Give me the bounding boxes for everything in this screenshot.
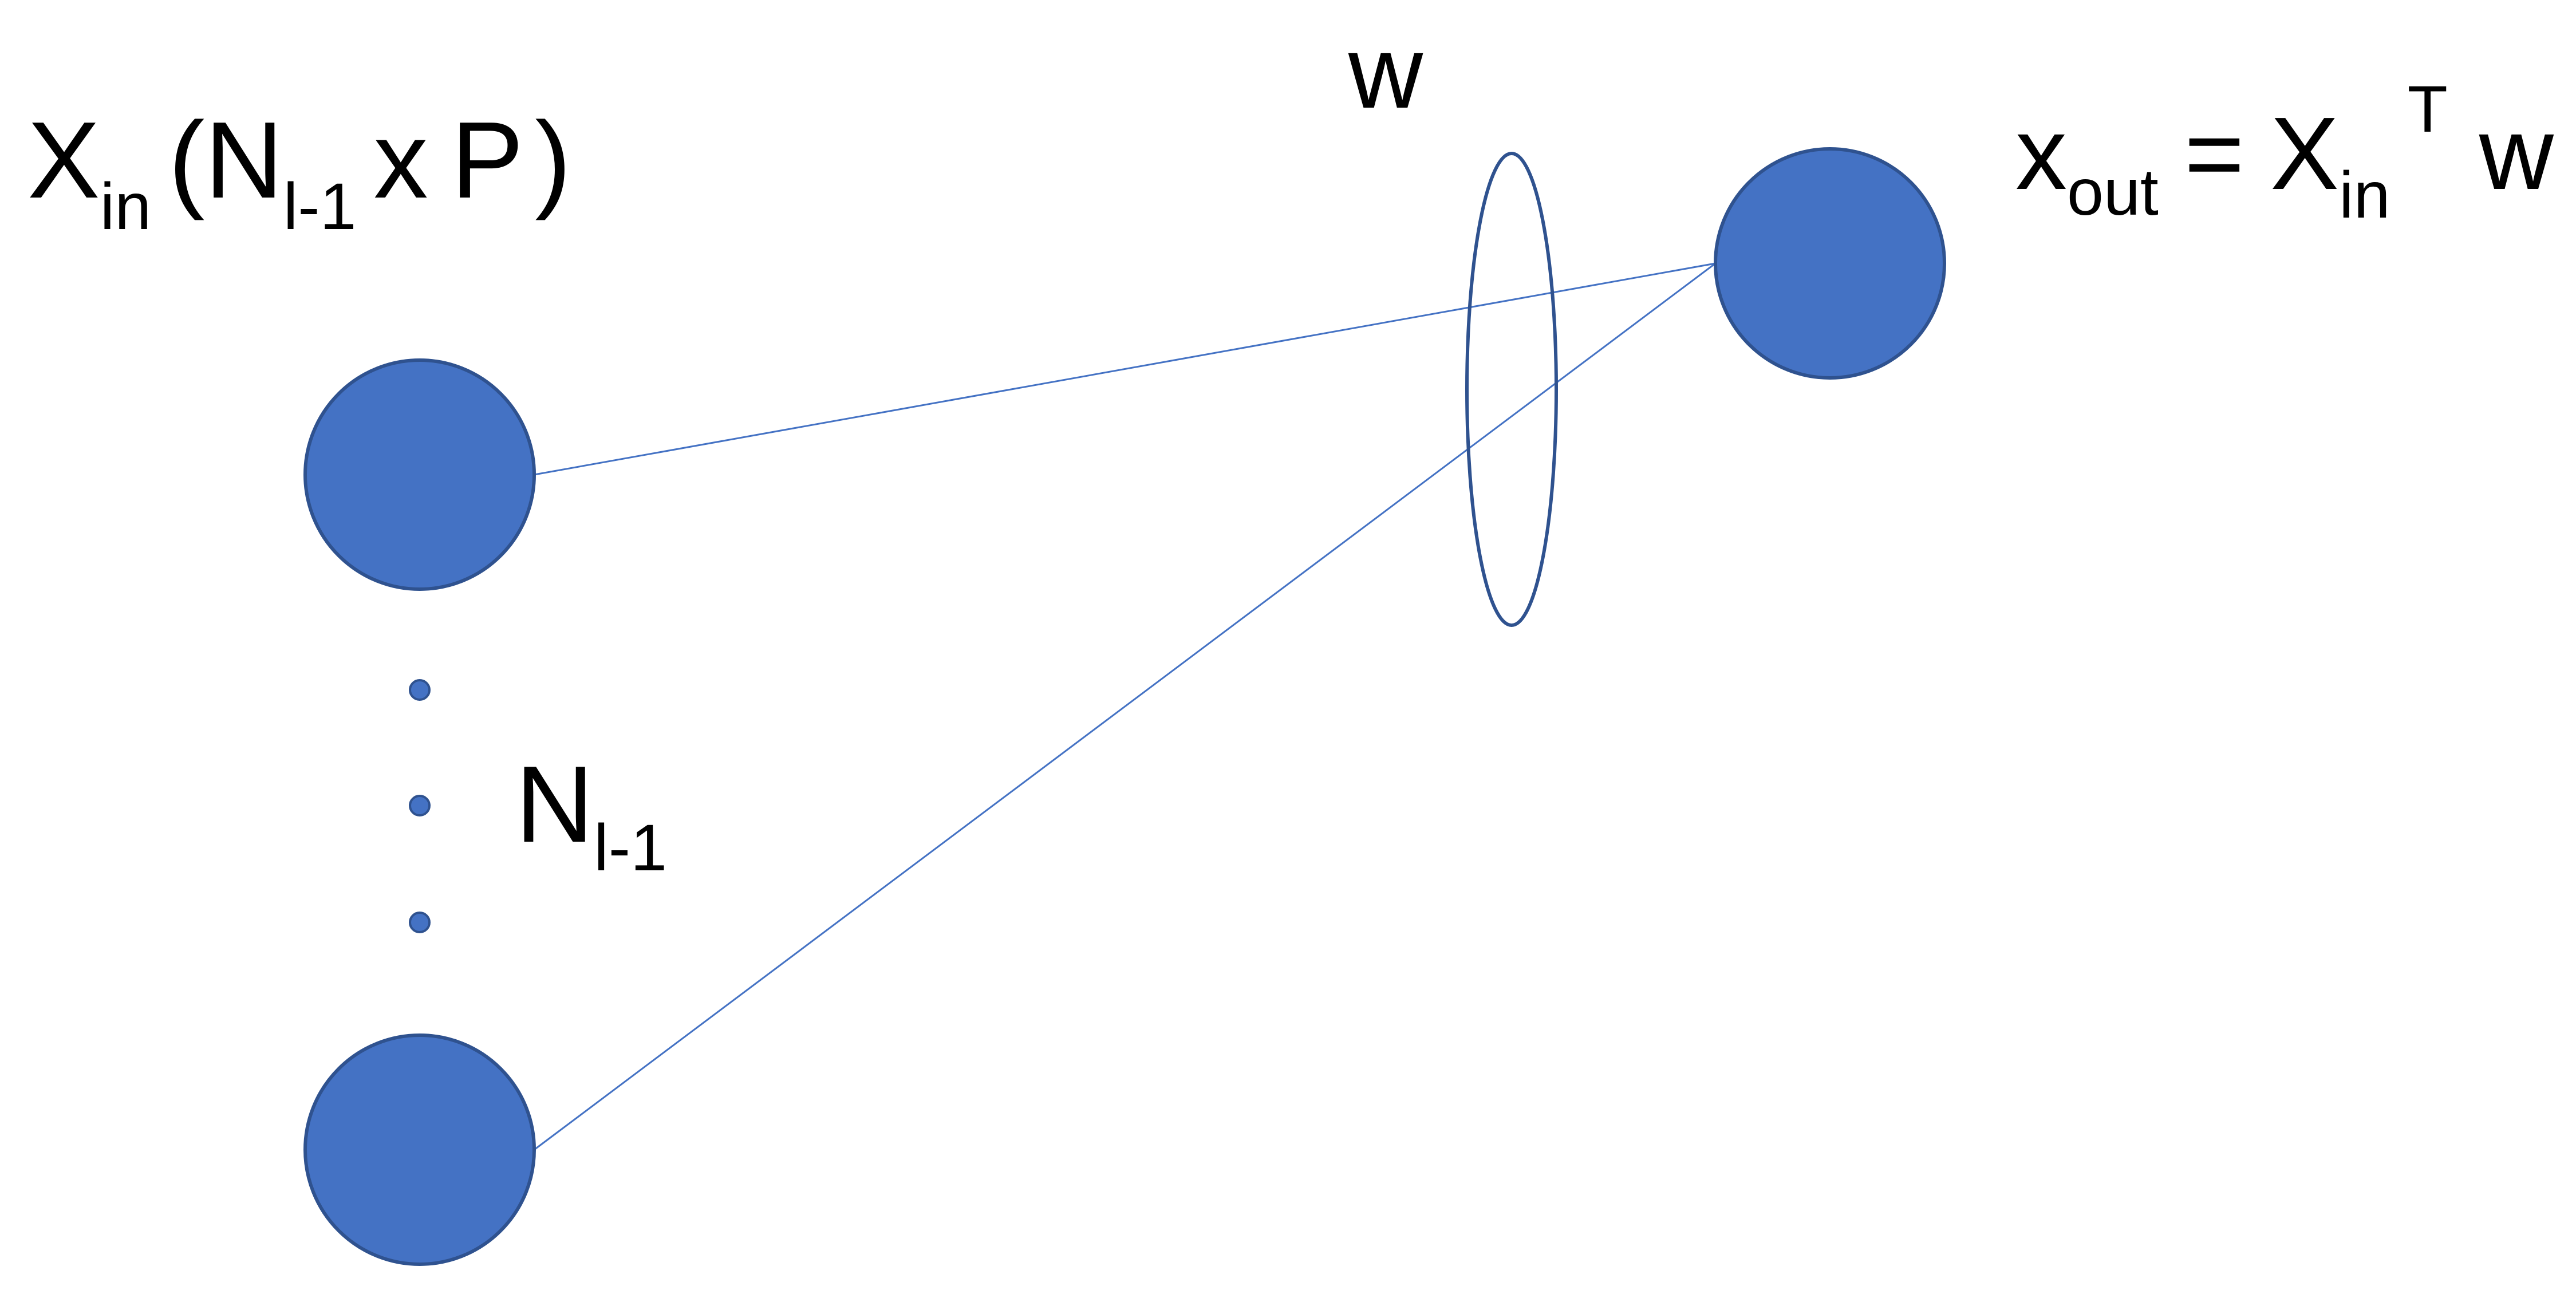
input-base: X xyxy=(27,100,100,221)
output-rhs-base: X xyxy=(2270,96,2339,211)
edge-top-input-to-output xyxy=(534,262,1716,476)
output-base-sub: out xyxy=(2067,156,2159,229)
input-node-top xyxy=(303,358,536,591)
output-node xyxy=(1714,147,1946,380)
output-rhs-w: w xyxy=(2479,96,2554,211)
edge-bottom-input-to-output xyxy=(534,262,1716,1151)
output-rhs-sup: T xyxy=(2408,73,2448,146)
ellipsis-dot-3 xyxy=(409,912,431,933)
output-base: x xyxy=(2015,96,2067,211)
input-base-sub: in xyxy=(100,170,152,243)
input-close-paren: ) xyxy=(535,100,571,221)
output-equation-label: xout = XinT w xyxy=(2015,73,2554,232)
input-open-paren: ( xyxy=(168,100,204,221)
input-times: x xyxy=(374,100,428,221)
weight-label: w xyxy=(1348,15,1423,130)
count-n: N xyxy=(515,744,594,865)
input-n: N xyxy=(205,100,283,221)
count-n-sub: l-1 xyxy=(594,811,667,885)
weight-ellipse xyxy=(1465,152,1558,627)
input-n-sub: l-1 xyxy=(283,170,357,243)
input-p: P xyxy=(451,100,524,221)
ellipsis-dot-2 xyxy=(409,795,431,816)
ellipsis-dot-1 xyxy=(409,679,431,701)
output-rhs-sub: in xyxy=(2339,159,2390,232)
input-count-label: Nl-1 xyxy=(515,744,667,885)
input-matrix-label: Xin (Nl-1 x P) xyxy=(27,100,571,243)
output-equals: = xyxy=(2184,96,2244,211)
input-node-bottom xyxy=(303,1033,536,1266)
